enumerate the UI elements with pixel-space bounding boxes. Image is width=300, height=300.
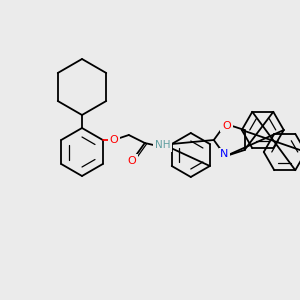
Text: O: O — [222, 121, 231, 131]
Text: NH: NH — [155, 140, 170, 150]
Text: O: O — [110, 135, 118, 145]
Text: N: N — [220, 149, 229, 159]
Text: O: O — [128, 156, 136, 166]
